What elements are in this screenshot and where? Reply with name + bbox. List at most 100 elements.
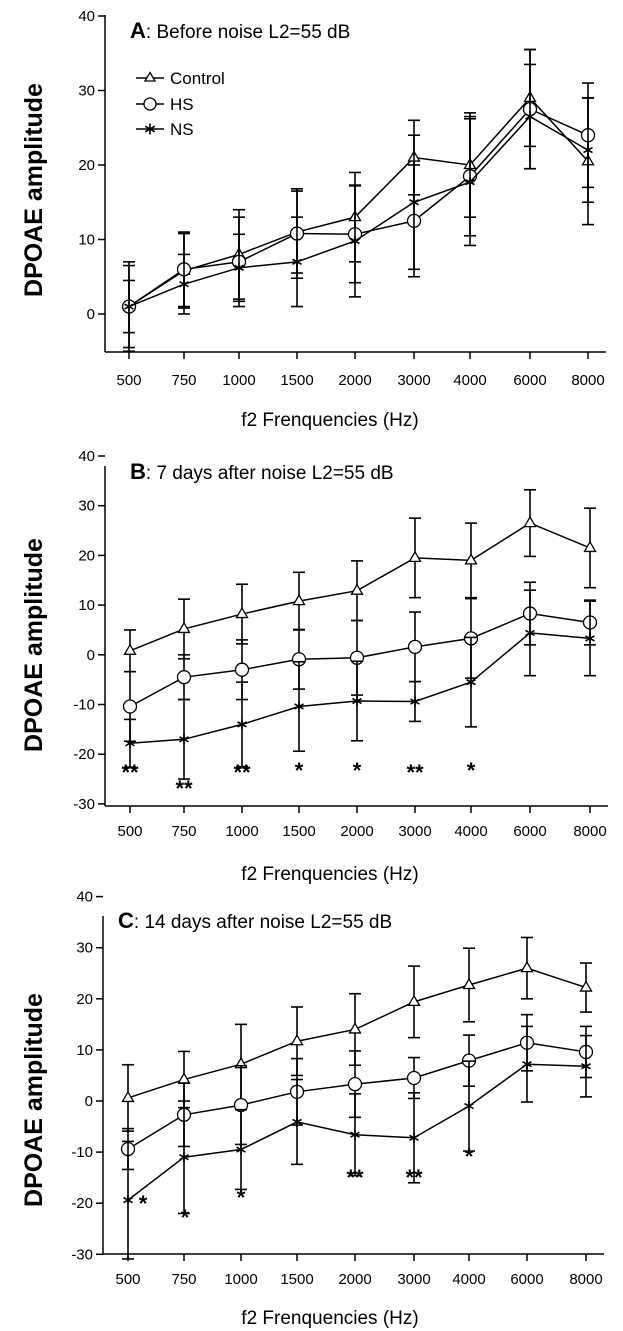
x-tick-label: 4000 <box>453 372 486 389</box>
x-tick-label: 1500 <box>280 1271 313 1288</box>
data-point-star <box>294 701 304 712</box>
x-tick-label: 750 <box>171 372 196 389</box>
panel-title: A: Before noise L2=55 dB <box>130 18 350 43</box>
series-star <box>123 63 594 334</box>
data-point-circle <box>406 1070 422 1086</box>
data-point-triangle <box>408 550 422 563</box>
series-star <box>122 1025 592 1260</box>
series-triangle <box>123 488 597 673</box>
y-tick-label: 0 <box>87 306 95 323</box>
y-tick-label: 30 <box>76 940 93 957</box>
x-tick-label: 500 <box>115 1271 140 1288</box>
data-point-star <box>352 696 362 707</box>
significance-marker: ** <box>121 760 139 785</box>
data-point-star <box>236 1144 246 1155</box>
data-point-star <box>525 111 535 122</box>
panel-c: DPOAE amplitude C: 14 days after noise L… <box>20 889 604 1329</box>
significance-marker: * <box>467 758 476 783</box>
y-axis-title: DPOAE amplitude <box>20 538 48 752</box>
y-tick-label: -10 <box>73 697 95 714</box>
data-point-star <box>464 1101 474 1112</box>
x-tick-label: 4000 <box>454 823 487 840</box>
x-tick-label: 8000 <box>573 823 606 840</box>
panel-title-text: : Before noise L2=55 dB <box>146 22 350 43</box>
x-tick-label: 1500 <box>280 372 313 389</box>
data-point-star <box>123 1195 133 1206</box>
x-tick-label: 500 <box>116 372 141 389</box>
x-tick-label: 6000 <box>510 1271 543 1288</box>
x-axis-title: f2 Frenquencies (Hz) <box>241 410 418 431</box>
panel-letter: A <box>130 18 146 43</box>
y-tick-label: 0 <box>87 647 95 664</box>
x-tick-label: 750 <box>171 823 196 840</box>
series-star <box>124 589 596 780</box>
y-tick-label: 10 <box>78 597 95 614</box>
data-point-star <box>350 235 360 246</box>
data-point-star <box>409 1132 419 1143</box>
significance-marker: * <box>465 1144 474 1169</box>
legend-marker-control <box>143 71 157 82</box>
y-tick-label: 10 <box>76 1042 93 1059</box>
significance-marker: * <box>181 1205 190 1230</box>
panel-a: DPOAE amplitude A: Before noise L2=55 dB… <box>20 8 606 431</box>
x-tick-label: 3000 <box>398 823 431 840</box>
x-tick-label: 8000 <box>569 1271 602 1288</box>
y-tick-label: -30 <box>73 796 95 813</box>
y-tick-label: 40 <box>76 889 93 906</box>
significance-marker: ** <box>233 760 251 785</box>
series-line <box>128 115 589 308</box>
x-tick-label: 2000 <box>338 372 371 389</box>
data-point-star <box>179 279 189 290</box>
data-point-triangle <box>520 960 534 973</box>
y-tick-label: 20 <box>78 547 95 564</box>
x-tick-label: 2000 <box>338 1271 371 1288</box>
data-point-triangle <box>407 994 421 1007</box>
data-point-star <box>409 197 419 208</box>
data-point-star <box>465 177 475 188</box>
data-point-circle <box>407 639 423 654</box>
y-tick-label: 10 <box>78 232 95 249</box>
data-point-star <box>410 696 420 707</box>
significance-marker: * <box>353 758 362 783</box>
significance-marker: * <box>295 758 304 783</box>
x-tick-label: 3000 <box>397 1271 430 1288</box>
data-point-star <box>124 301 134 312</box>
panel-letter: B <box>130 459 146 484</box>
x-axis-title: f2 Frenquencies (Hz) <box>241 864 418 885</box>
series-line <box>129 632 591 745</box>
legend-label-hs: HS <box>170 95 194 114</box>
panel-title-text: : 7 days after noise L2=55 dB <box>146 463 394 484</box>
data-point-circle <box>347 1076 363 1092</box>
data-point-star <box>292 256 302 267</box>
x-axis-title: f2 Frenquencies (Hz) <box>241 1308 418 1329</box>
data-point-triangle <box>523 515 537 528</box>
x-tick-label: 1500 <box>282 823 315 840</box>
plot-area: -30 -20 -10 0 10 20 30 40 500 750 1000 1500 2000 3000… <box>73 448 608 840</box>
data-point-star <box>466 677 476 688</box>
x-tick-label: 3000 <box>397 372 430 389</box>
data-point-star <box>350 1129 360 1140</box>
data-point-star <box>525 627 535 638</box>
y-tick-label: 0 <box>85 1093 93 1110</box>
x-tick-label: 1000 <box>222 372 255 389</box>
panel-b: DPOAE amplitude B: 7 days after noise L2… <box>20 448 608 885</box>
y-tick-label: -20 <box>71 1195 93 1212</box>
significance-marker: * <box>139 1191 148 1216</box>
data-point-triangle <box>177 621 191 634</box>
data-point-circle <box>234 662 250 677</box>
data-point-triangle <box>123 643 137 655</box>
data-point-triangle <box>579 980 593 992</box>
data-point-star <box>292 1116 302 1127</box>
x-tick-label: 750 <box>171 1271 196 1288</box>
x-tick-label: 1000 <box>225 823 258 840</box>
data-point-star <box>237 719 247 730</box>
data-point-star <box>179 1152 189 1163</box>
data-point-triangle <box>235 606 249 619</box>
data-point-star <box>234 262 244 273</box>
panel-title: C: 14 days after noise L2=55 dB <box>118 908 392 933</box>
y-tick-label: -10 <box>71 1144 93 1161</box>
data-point-star <box>583 145 593 156</box>
data-point-circle <box>122 699 138 714</box>
data-point-star <box>585 633 595 644</box>
